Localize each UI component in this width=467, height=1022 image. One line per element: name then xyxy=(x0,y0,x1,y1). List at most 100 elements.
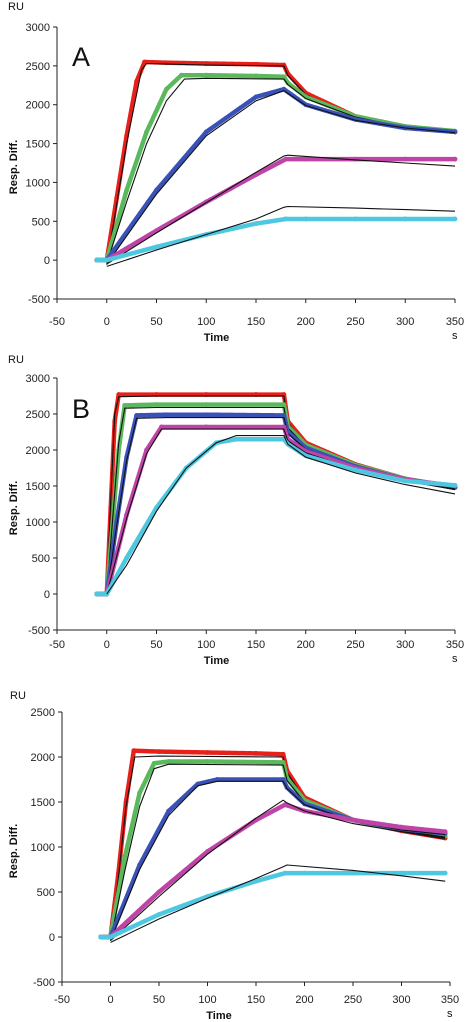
fit-line xyxy=(106,154,456,265)
data-point xyxy=(280,760,286,765)
panel-letter: B xyxy=(72,394,90,424)
data-point xyxy=(281,86,287,92)
data-point xyxy=(253,878,259,884)
data-point xyxy=(353,216,358,222)
y-tick-label: 0 xyxy=(44,255,50,267)
data-point xyxy=(124,187,130,193)
data-point xyxy=(122,402,128,408)
x-tick-label: 150 xyxy=(247,639,265,651)
data-series-line xyxy=(94,72,458,263)
y-tick-label: 3000 xyxy=(26,373,50,385)
y-tick-label: 2500 xyxy=(26,409,50,421)
data-point xyxy=(151,760,157,766)
x-tick-label: 200 xyxy=(297,316,315,328)
x-tick-label: 250 xyxy=(344,994,362,1006)
data-point xyxy=(159,424,164,430)
y-tick-label: -500 xyxy=(28,294,50,306)
x-unit-label: s xyxy=(447,1008,453,1020)
data-point xyxy=(302,870,307,876)
data-point xyxy=(280,751,286,757)
y-tick-label: 1000 xyxy=(26,177,50,189)
data-point xyxy=(164,86,169,92)
data-point xyxy=(281,424,287,430)
y-tick-label: 2000 xyxy=(26,100,50,112)
x-tick-label: 300 xyxy=(392,994,410,1006)
data-point xyxy=(402,478,408,484)
y-tick-label: 2000 xyxy=(31,752,55,764)
y-tick-label: 1000 xyxy=(31,842,55,854)
x-axis-title: Time xyxy=(204,655,229,667)
x-tick-label: 100 xyxy=(197,316,215,328)
data-point xyxy=(156,912,162,917)
data-point xyxy=(203,402,209,408)
data-point xyxy=(280,777,286,782)
y-tick-label: 500 xyxy=(32,216,50,228)
x-axis-title: Time xyxy=(204,332,229,344)
data-point xyxy=(205,759,210,764)
data-point xyxy=(402,216,408,222)
x-tick-label: -50 xyxy=(54,994,70,1006)
data-point xyxy=(253,94,259,100)
data-point xyxy=(452,129,458,135)
x-tick-label: 250 xyxy=(346,639,364,651)
y-axis-title: Resp. Diff. xyxy=(8,140,20,194)
data-point xyxy=(156,749,162,754)
x-tick-label: -50 xyxy=(49,316,65,328)
fit-line xyxy=(106,205,456,267)
data-point xyxy=(452,216,458,222)
y-tick-label: 0 xyxy=(44,589,50,601)
data-point xyxy=(166,759,172,764)
data-series-line xyxy=(94,392,458,597)
data-point xyxy=(303,156,309,162)
fit-line xyxy=(110,864,446,943)
y-tick-label: 3000 xyxy=(26,22,50,34)
x-tick-label: 50 xyxy=(150,639,162,651)
data-series-line xyxy=(98,802,448,940)
data-point xyxy=(452,482,458,488)
data-point xyxy=(94,591,100,597)
data-point xyxy=(253,751,259,756)
x-tick-label: 100 xyxy=(197,639,215,651)
data-point xyxy=(203,424,209,430)
data-series-line xyxy=(98,759,448,940)
y-tick-label: 2500 xyxy=(31,707,55,719)
data-point xyxy=(233,436,239,442)
x-tick-label: 300 xyxy=(396,639,414,651)
x-tick-label: 250 xyxy=(346,316,364,328)
data-point xyxy=(281,413,287,418)
data-point xyxy=(131,748,137,754)
data-point xyxy=(137,790,143,796)
data-series-line xyxy=(94,402,458,597)
data-point xyxy=(214,777,220,782)
data-point xyxy=(253,73,259,79)
x-tick-label: 0 xyxy=(107,994,113,1006)
data-point xyxy=(402,156,408,162)
data-point xyxy=(134,413,140,418)
x-tick-label: 200 xyxy=(297,639,315,651)
x-tick-label: 200 xyxy=(295,994,313,1006)
x-tick-label: -50 xyxy=(49,639,65,651)
data-point xyxy=(134,79,140,84)
y-tick-label: 500 xyxy=(37,887,55,899)
fit-line xyxy=(110,799,446,942)
data-point xyxy=(281,74,287,80)
y-tick-label: 1500 xyxy=(31,797,55,809)
data-point xyxy=(142,59,147,65)
x-tick-label: 0 xyxy=(104,639,110,651)
data-point xyxy=(154,402,159,408)
panel-letter: A xyxy=(72,42,90,72)
data-point xyxy=(253,221,259,227)
y-tick-label: 0 xyxy=(49,932,55,944)
data-point xyxy=(442,829,448,835)
y-unit-label: RU xyxy=(8,1,24,13)
x-tick-label: 50 xyxy=(150,316,162,328)
data-point xyxy=(353,467,358,473)
data-point xyxy=(353,156,358,162)
x-tick-label: 350 xyxy=(446,639,464,651)
data-point xyxy=(98,934,104,940)
y-tick-label: 1500 xyxy=(26,139,50,151)
y-tick-label: -500 xyxy=(33,977,55,989)
